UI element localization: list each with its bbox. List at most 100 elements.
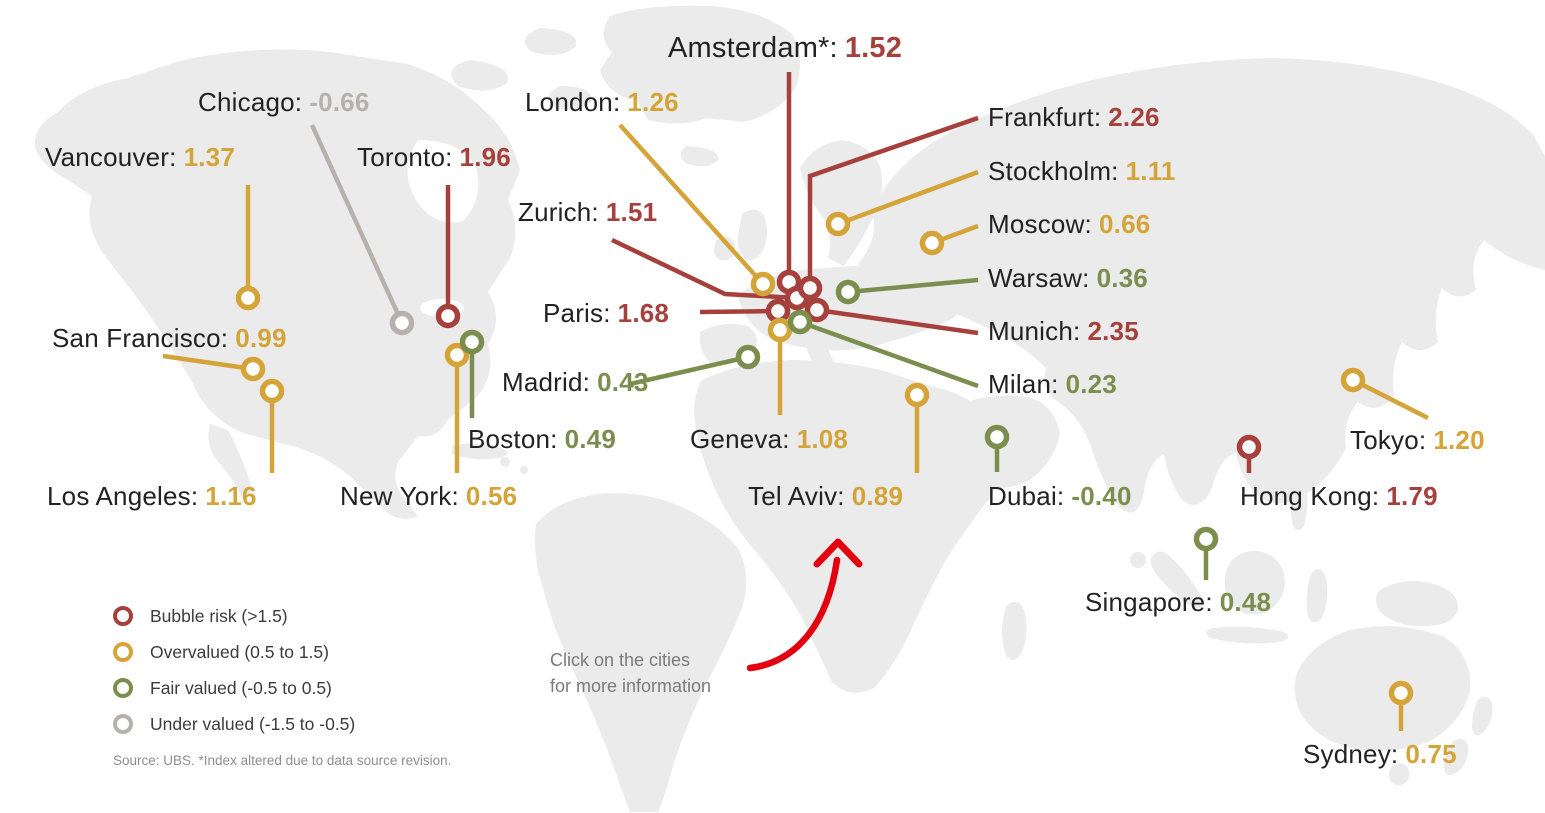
landmass: [858, 58, 1545, 513]
city-label-zurich[interactable]: Zurich: 1.51: [518, 197, 657, 228]
landmass: [1294, 626, 1471, 751]
legend-ring-bubble: [113, 606, 133, 626]
city-pin-dubai[interactable]: [984, 424, 1010, 450]
landmass: [680, 146, 719, 167]
city-value: 1.08: [796, 424, 849, 454]
city-label-stockholm[interactable]: Stockholm: 1.11: [988, 156, 1176, 187]
city-name: Amsterdam*:: [668, 32, 838, 64]
city-label-paris[interactable]: Paris: 1.68: [543, 298, 669, 329]
city-pin-tokyo[interactable]: [1340, 367, 1366, 393]
landmass: [1444, 738, 1469, 776]
landmass: [1290, 472, 1308, 531]
city-label-new-york[interactable]: New York: 0.56: [340, 481, 517, 512]
city-value: 1.11: [1125, 156, 1176, 186]
city-pin-london[interactable]: [750, 271, 776, 297]
city-name: Dubai:: [988, 481, 1065, 511]
city-label-chicago[interactable]: Chicago: -0.66: [198, 87, 369, 118]
city-value: 2.35: [1087, 316, 1139, 346]
city-line-zurich: [611, 237, 798, 301]
city-name: Stockholm:: [988, 156, 1119, 186]
landmass: [208, 424, 251, 498]
city-line-milan: [799, 319, 979, 389]
city-pin-toronto[interactable]: [435, 303, 461, 329]
hudson-bay: [407, 140, 479, 223]
city-pin-stockholm[interactable]: [825, 211, 851, 237]
landmass: [1376, 581, 1459, 627]
city-pin-new-york[interactable]: [444, 342, 470, 368]
city-name: Los Angeles:: [47, 481, 199, 511]
city-label-munich[interactable]: Munich: 2.35: [988, 316, 1139, 347]
city-label-amsterdam[interactable]: Amsterdam*: 1.52: [668, 32, 902, 65]
city-pin-singapore[interactable]: [1193, 526, 1219, 552]
city-pin-geneva[interactable]: [767, 317, 793, 343]
city-label-vancouver[interactable]: Vancouver: 1.37: [45, 142, 235, 173]
city-pin-sydney[interactable]: [1388, 680, 1414, 706]
city-pin-moscow[interactable]: [919, 230, 945, 256]
city-pin-warsaw[interactable]: [835, 279, 861, 305]
landmass: [694, 360, 1003, 693]
city-pin-hong-kong[interactable]: [1236, 434, 1262, 460]
map-hint-text: Click on the cities for more information: [550, 647, 711, 699]
city-label-tokyo[interactable]: Tokyo: 1.20: [1350, 425, 1485, 456]
city-pin-chicago[interactable]: [389, 310, 415, 336]
city-pin-frankfurt[interactable]: [797, 275, 823, 301]
city-name: Warsaw:: [988, 263, 1090, 293]
legend-item-under: Under valued (-1.5 to -0.5): [113, 706, 355, 742]
city-label-warsaw[interactable]: Warsaw: 0.36: [988, 263, 1148, 294]
city-line-paris: [699, 308, 779, 315]
hint-arrow-icon: [746, 538, 863, 672]
city-label-sydney[interactable]: Sydney: 0.75: [1303, 739, 1457, 770]
city-value: -0.40: [1071, 481, 1132, 511]
city-label-moscow[interactable]: Moscow: 0.66: [988, 209, 1150, 240]
city-label-madrid[interactable]: Madrid: 0.43: [502, 367, 649, 398]
city-label-hong-kong[interactable]: Hong Kong: 1.79: [1240, 481, 1438, 512]
landmass: [524, 28, 577, 55]
city-label-toronto[interactable]: Toronto: 1.96: [357, 142, 511, 173]
city-line-san-francisco: [162, 353, 254, 372]
city-pin-paris[interactable]: [765, 298, 791, 324]
city-pin-vancouver[interactable]: [235, 285, 261, 311]
city-pin-milan[interactable]: [787, 309, 813, 335]
city-value: 0.99: [235, 323, 287, 353]
city-pin-madrid[interactable]: [735, 344, 761, 370]
landmass: [1224, 550, 1285, 615]
city-label-dubai[interactable]: Dubai: -0.40: [988, 481, 1132, 512]
legend-ring-under: [113, 714, 133, 734]
city-label-boston[interactable]: Boston: 0.49: [468, 424, 616, 455]
city-value: 0.23: [1065, 369, 1117, 399]
city-pin-boston[interactable]: [459, 329, 485, 355]
city-line-madrid: [629, 354, 749, 387]
city-label-london[interactable]: London: 1.26: [525, 87, 679, 118]
city-pin-san-francisco[interactable]: [240, 356, 266, 382]
city-pin-tel-aviv[interactable]: [904, 382, 930, 408]
city-line-munich: [816, 307, 979, 336]
city-label-frankfurt[interactable]: Frankfurt: 2.26: [988, 102, 1160, 133]
city-name: Milan:: [988, 369, 1059, 399]
city-pin-munich[interactable]: [804, 297, 830, 323]
landmass: [520, 466, 528, 474]
landmass: [1322, 323, 1358, 425]
city-value: 1.26: [627, 87, 679, 117]
landmass: [600, 5, 801, 124]
landmass: [737, 209, 767, 261]
city-value: 0.49: [564, 424, 616, 454]
city-value: 1.20: [1433, 425, 1485, 455]
city-value: 1.37: [183, 142, 235, 172]
landmass: [34, 49, 521, 519]
city-line-frankfurt: [807, 115, 979, 288]
city-label-tel-aviv[interactable]: Tel Aviv: 0.89: [748, 481, 903, 512]
city-name: Boston:: [468, 424, 558, 454]
city-label-milan[interactable]: Milan: 0.23: [988, 369, 1117, 400]
city-pin-los-angeles[interactable]: [259, 378, 285, 404]
city-label-geneva[interactable]: Geneva: 1.08: [690, 424, 849, 455]
city-name: Moscow:: [988, 209, 1092, 239]
city-label-singapore[interactable]: Singapore: 0.48: [1085, 587, 1271, 618]
city-label-san-francisco[interactable]: San Francisco: 0.99: [52, 323, 287, 354]
city-label-los-angeles[interactable]: Los Angeles: 1.16: [47, 481, 257, 512]
legend-ring-over: [113, 642, 133, 662]
city-name: Chicago:: [198, 87, 303, 117]
city-value: 1.79: [1386, 481, 1438, 511]
landmass: [451, 60, 508, 91]
city-value: 1.96: [459, 142, 511, 172]
city-name: Sydney:: [1303, 739, 1399, 769]
